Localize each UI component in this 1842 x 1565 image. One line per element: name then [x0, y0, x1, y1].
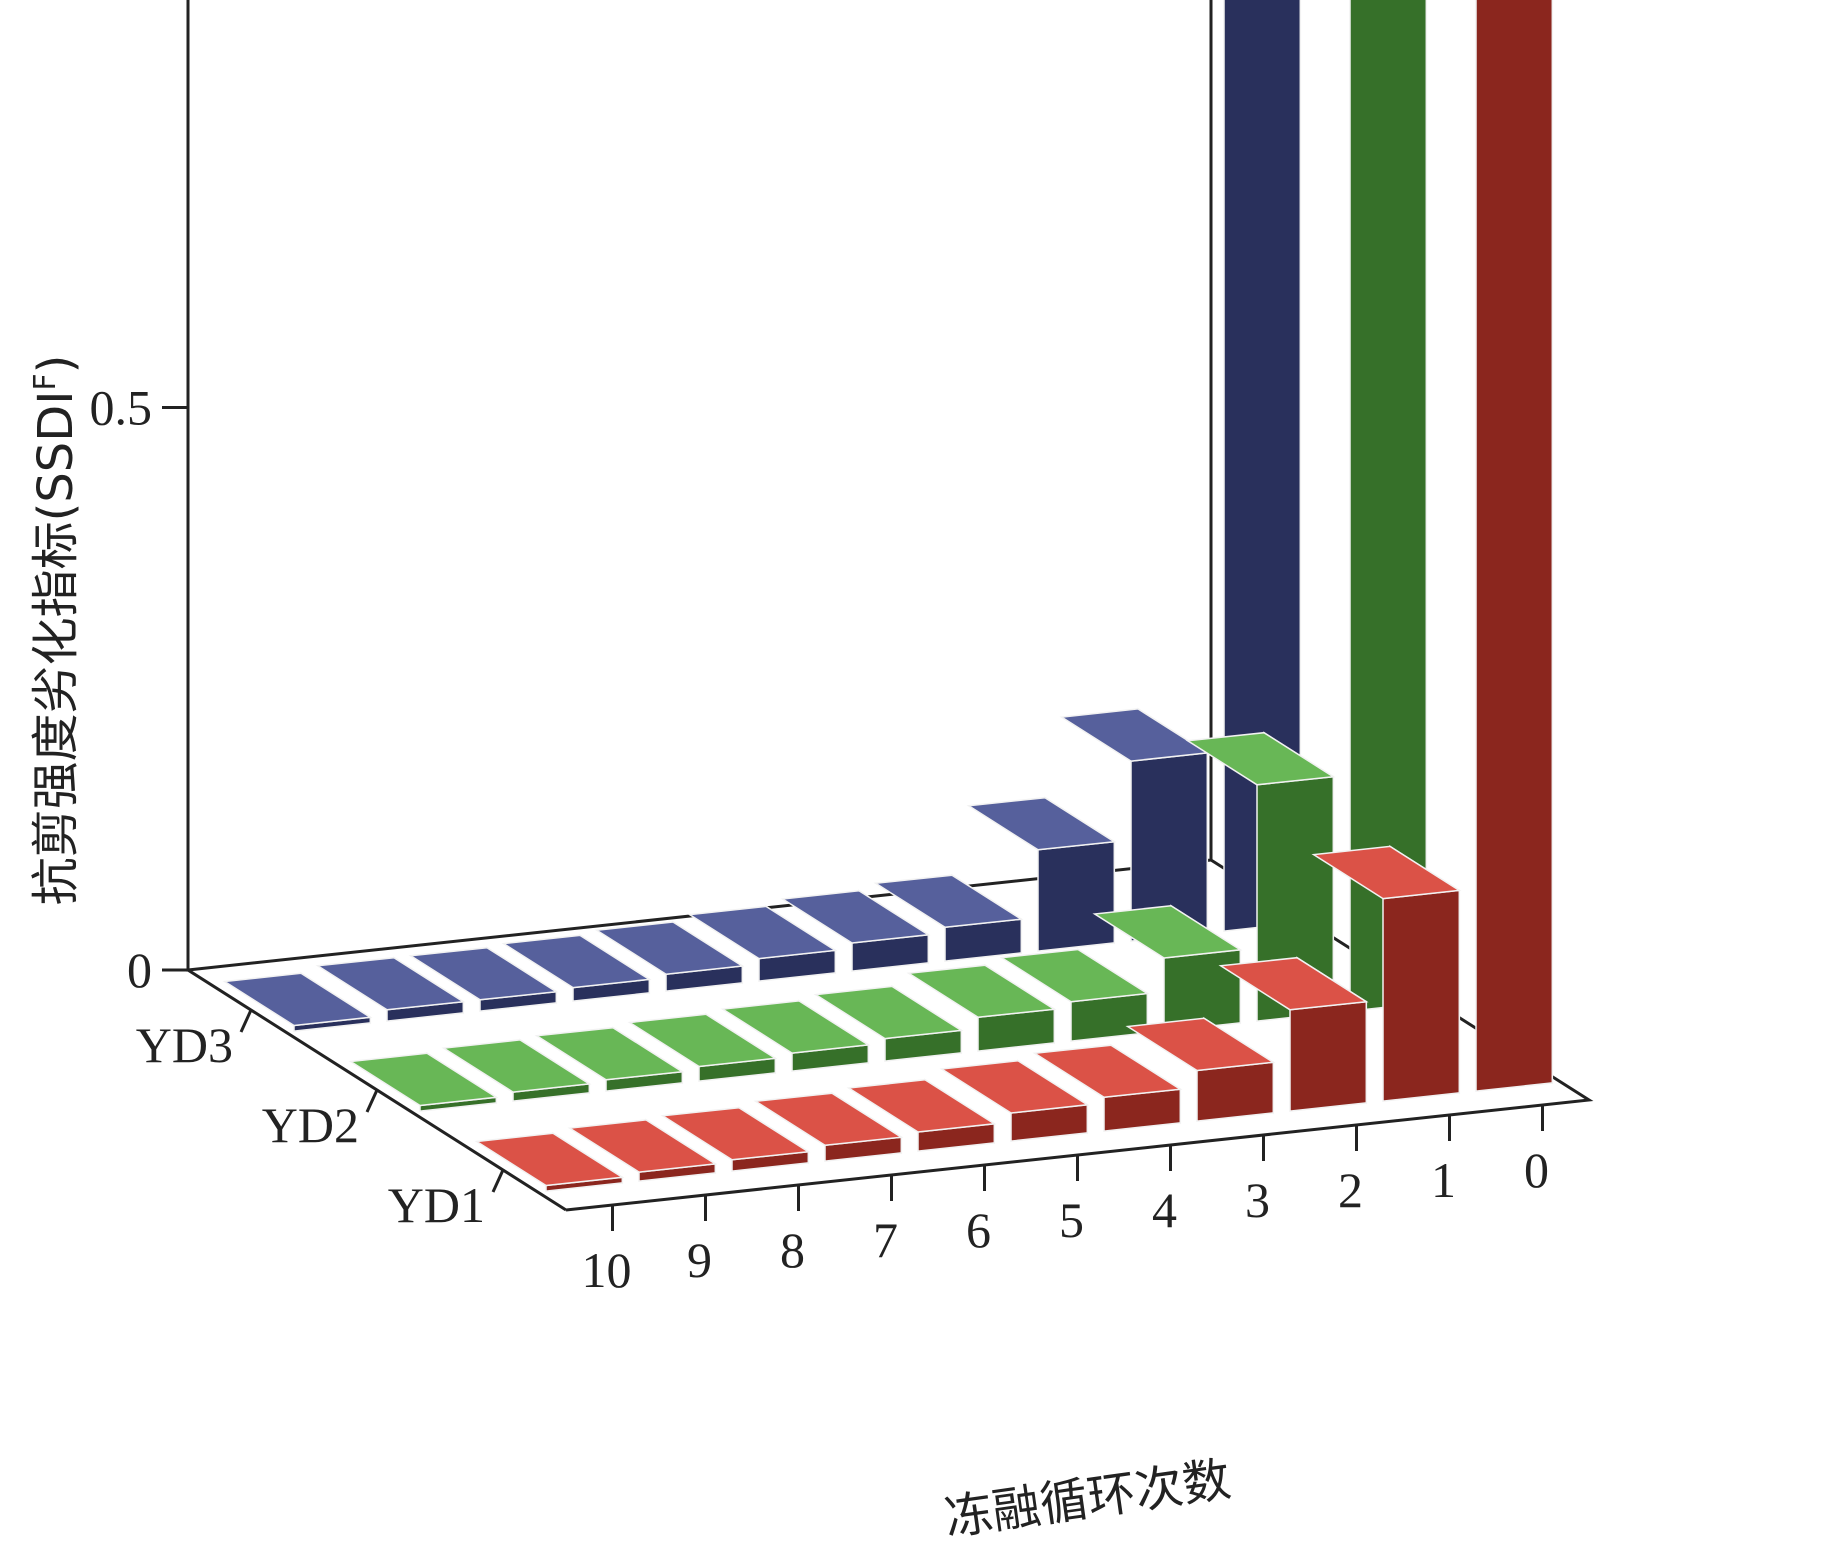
bar-YD1-2: [1218, 956, 1369, 1112]
bar-top-face: [720, 1000, 871, 1054]
bar-top-face: [1125, 1017, 1276, 1072]
x-tick-label: 6: [966, 1202, 991, 1258]
bar-YD3-4: [780, 889, 931, 972]
bar-top-face: [594, 921, 745, 975]
bar-top-face: [999, 948, 1150, 1003]
bar-top-face: [1311, 845, 1462, 900]
bar-top-face: [408, 946, 559, 1001]
bar-top-face: [813, 985, 964, 1040]
bar-top-face: [348, 1052, 499, 1107]
bar-YD3-0: [1223, 0, 1302, 932]
bar-top-face: [780, 890, 931, 944]
bar-YD1-1: [1311, 845, 1462, 1102]
bar-front-face: [1289, 1000, 1368, 1112]
x-tick-label: 1: [1431, 1152, 1456, 1208]
bar-YD3-2: [966, 796, 1117, 952]
bar-front-face: [1037, 840, 1116, 952]
x-tick-label: 4: [1152, 1182, 1177, 1238]
bar-top-face: [534, 1026, 685, 1081]
bar-YD2-2: [1092, 904, 1243, 1032]
x-tick-label: 8: [780, 1222, 805, 1278]
chart-walls: [186, 0, 1594, 1212]
bar-YD2-0: [1349, 0, 1428, 1012]
bar-top-face: [1032, 1044, 1183, 1099]
bar-YD2-3: [999, 948, 1150, 1042]
bar-top-face: [441, 1039, 592, 1093]
bar-YD3-8: [408, 946, 559, 1012]
depth-tick-mark: [239, 1009, 253, 1033]
bar-top-face: [1059, 708, 1210, 762]
bar-YD2-10: [348, 1051, 499, 1112]
bar-front-face: [1475, 0, 1554, 1092]
bar-top-face: [753, 1092, 904, 1147]
bar-YD1-7: [753, 1091, 904, 1162]
bar-YD2-5: [813, 985, 964, 1062]
bar-YD3-6: [594, 920, 745, 992]
x-tick-label: 7: [873, 1212, 898, 1268]
depth-tick-label: YD2: [262, 1097, 359, 1153]
bar-YD3-3: [873, 873, 1024, 962]
depth-tick-label: YD1: [388, 1177, 485, 1233]
bar-top-face: [939, 1060, 1090, 1114]
bar-YD1-10: [474, 1131, 625, 1192]
bar-YD3-9: [315, 956, 466, 1022]
x-tick-label: 3: [1245, 1172, 1270, 1228]
bar-YD3-5: [687, 905, 838, 982]
bar-top-face: [567, 1119, 718, 1173]
bar-front-face: [1196, 1061, 1275, 1122]
bar-YD3-10: [222, 971, 373, 1032]
bar-YD2-1: [1185, 731, 1336, 1022]
axes-group: 00.51.0109876543210YD3YD2YD1: [90, 380, 1550, 1299]
bar-top-face: [315, 956, 466, 1011]
bar-top-face: [906, 964, 1057, 1019]
bar-YD1-6: [846, 1078, 997, 1152]
bar-YD1-3: [1125, 1016, 1276, 1122]
bar-top-face: [501, 934, 652, 989]
bar-YD2-9: [441, 1038, 592, 1102]
y-axis-title-superscript: F: [28, 373, 63, 390]
floor-edge: [565, 858, 1594, 1212]
bar-YD1-5: [939, 1059, 1090, 1142]
y-tick-label: 0: [127, 942, 152, 998]
bar-YD2-8: [534, 1026, 685, 1092]
bar-YD1-4: [1032, 1043, 1183, 1132]
bar-YD2-6: [720, 999, 871, 1072]
bar-YD2-7: [627, 1012, 778, 1082]
bars-group: [222, 0, 1554, 1192]
bar-top-face: [660, 1106, 811, 1161]
bar-top-face: [474, 1132, 625, 1187]
bar-top-face: [687, 905, 838, 960]
x-tick-label: 10: [582, 1242, 632, 1298]
bar-YD2-4: [906, 963, 1057, 1052]
y-axis-title: 抗剪强度劣化指标(SSDIF): [28, 355, 85, 906]
bar-top-face: [873, 874, 1024, 929]
bar-YD3-1: [1059, 707, 1210, 942]
x-tick-label: 5: [1059, 1192, 1084, 1248]
bar-top-face: [627, 1013, 778, 1068]
x-tick-label: 2: [1338, 1162, 1363, 1218]
bar-top-face: [1185, 731, 1336, 786]
bar-top-face: [966, 796, 1117, 851]
bar-top-face: [1092, 905, 1243, 959]
bar-top-face: [1218, 956, 1369, 1011]
x-tick-label: 9: [687, 1232, 712, 1288]
depth-tick-label: YD3: [136, 1017, 233, 1073]
bar-top-face: [222, 972, 373, 1027]
bar-YD1-9: [567, 1118, 718, 1182]
x-axis-title: 冻融循环次数: [941, 1451, 1234, 1547]
depth-tick-mark: [491, 1169, 505, 1193]
y-tick-label: 0.5: [90, 380, 153, 436]
depth-tick-mark: [365, 1089, 379, 1113]
bar-front-face: [1382, 889, 1461, 1102]
bar-YD1-0: [1475, 0, 1554, 1092]
bar-top-face: [846, 1079, 997, 1133]
bar-YD3-7: [501, 934, 652, 1002]
bar-YD1-8: [660, 1106, 811, 1172]
x-tick-label: 0: [1524, 1142, 1549, 1198]
